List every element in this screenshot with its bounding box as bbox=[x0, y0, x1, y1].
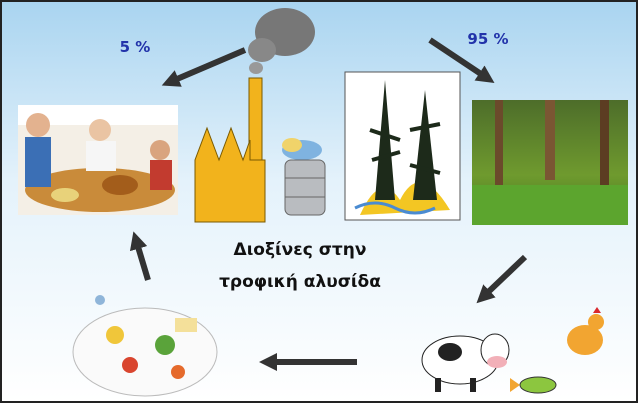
factory-part bbox=[249, 62, 263, 74]
food-plate-part bbox=[106, 326, 124, 344]
barrel-part bbox=[285, 160, 325, 215]
barrel bbox=[282, 138, 325, 215]
barrel-part bbox=[282, 138, 302, 152]
cow-part bbox=[438, 343, 462, 361]
diagram: 5 % 95 % Διοξίνες στην τροφική αλυσίδα bbox=[0, 0, 638, 403]
burning-trees bbox=[345, 72, 460, 220]
cow-part bbox=[487, 356, 507, 368]
forest-photo-part bbox=[495, 100, 503, 190]
cow-part bbox=[470, 378, 476, 392]
family-photo-part bbox=[51, 188, 79, 202]
forest-photo bbox=[472, 100, 628, 225]
factory-part bbox=[249, 78, 262, 168]
forest-photo-part bbox=[472, 185, 628, 225]
chicken-part bbox=[588, 314, 604, 330]
title-line: Διοξίνες στην bbox=[234, 240, 367, 260]
cow-part bbox=[435, 378, 441, 392]
family-photo-part bbox=[86, 141, 116, 171]
food-plate-part bbox=[175, 318, 197, 332]
forest-photo-part bbox=[600, 100, 609, 195]
family-photo-part bbox=[26, 113, 50, 137]
food-plate-part bbox=[122, 357, 138, 373]
share-label: 5 % bbox=[120, 38, 151, 56]
title-line: τροφική αλυσίδα bbox=[219, 272, 381, 292]
family-photo bbox=[18, 105, 178, 215]
forest-photo-part bbox=[545, 100, 555, 180]
family-photo-part bbox=[150, 140, 170, 160]
family-photo-part bbox=[25, 137, 51, 187]
family-photo-part bbox=[89, 119, 111, 141]
food-plate-part bbox=[95, 295, 105, 305]
factory-part bbox=[248, 38, 276, 62]
fish-part bbox=[520, 377, 556, 393]
food-plate-part bbox=[171, 365, 185, 379]
food-plate-part bbox=[155, 335, 175, 355]
share-label: 95 % bbox=[467, 30, 508, 48]
family-photo-part bbox=[102, 175, 138, 195]
family-photo-part bbox=[150, 160, 172, 190]
